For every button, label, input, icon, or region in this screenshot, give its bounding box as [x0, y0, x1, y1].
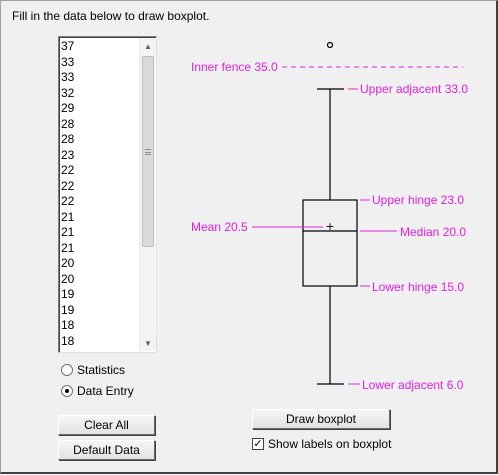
- grip-icon: [145, 148, 151, 155]
- list-item[interactable]: 19: [61, 287, 75, 301]
- list-item[interactable]: 22: [61, 163, 75, 177]
- show-labels-label: Show labels on boxplot: [268, 437, 392, 451]
- scroll-up-arrow-icon[interactable]: ▲: [140, 38, 156, 54]
- draw-boxplot-button[interactable]: Draw boxplot: [252, 409, 390, 429]
- upper-hinge-label: Upper hinge 23.0: [372, 193, 464, 207]
- radio-statistics-icon[interactable]: [61, 364, 73, 376]
- radio-data-entry-label: Data Entry: [77, 384, 134, 398]
- list-item[interactable]: 28: [61, 132, 75, 146]
- list-item[interactable]: 22: [61, 178, 75, 193]
- scroll-thumb[interactable]: [142, 56, 154, 247]
- data-list-items: 37 33 33 32 29 28 28 23 22 22 22 21 21 21 20 20 19 19 18 18: [61, 39, 139, 349]
- lower-adjacent-label: Lower adjacent 6.0: [362, 378, 464, 392]
- mean-label: Mean 20.5: [191, 220, 248, 234]
- list-item[interactable]: 23: [61, 147, 75, 162]
- list-item[interactable]: 32: [61, 85, 75, 100]
- lower-hinge-label: Lower hinge 15.0: [372, 280, 464, 294]
- list-item[interactable]: 21: [61, 209, 75, 224]
- default-data-button[interactable]: Default Data: [58, 440, 155, 460]
- list-item[interactable]: 37: [61, 39, 75, 53]
- list-item[interactable]: 28: [61, 116, 75, 131]
- list-item[interactable]: 29: [61, 101, 75, 115]
- list-item[interactable]: 33: [61, 54, 75, 69]
- list-scrollbar[interactable]: ▲ ▼: [139, 38, 156, 351]
- mean-marker: +: [325, 220, 334, 233]
- inner-fence-label: Inner fence 35.0: [191, 60, 278, 74]
- show-labels-checkbox-row[interactable]: ✓ Show labels on boxplot: [252, 437, 391, 451]
- list-item[interactable]: 20: [61, 256, 75, 270]
- list-item[interactable]: 21: [61, 225, 75, 239]
- list-item[interactable]: 21: [61, 240, 75, 255]
- radio-data-entry[interactable]: Data Entry: [61, 384, 134, 398]
- show-labels-checkbox[interactable]: ✓: [252, 438, 264, 450]
- clear-all-button[interactable]: Clear All: [58, 415, 155, 435]
- list-item[interactable]: 19: [61, 302, 75, 317]
- scroll-down-arrow-icon[interactable]: ▼: [140, 335, 156, 351]
- outlier-marker: [326, 41, 334, 49]
- radio-statistics-label: Statistics: [77, 363, 126, 377]
- radio-data-entry-icon[interactable]: [61, 385, 73, 397]
- upper-adjacent-label: Upper adjacent 33.0: [360, 82, 468, 96]
- list-item[interactable]: 33: [61, 70, 75, 84]
- median-label: Median 20.0: [400, 225, 466, 239]
- list-item[interactable]: 18: [61, 318, 75, 332]
- instructions-text: Fill in the data below to draw boxplot.: [12, 9, 210, 23]
- list-item[interactable]: 20: [61, 271, 75, 286]
- list-item[interactable]: 22: [61, 194, 75, 208]
- data-listbox[interactable]: 37 33 33 32 29 28 28 23 22 22 22 21 21 21 20 20 19 19 18 18…: [58, 36, 157, 353]
- list-item[interactable]: 18: [61, 333, 75, 348]
- radio-statistics[interactable]: Statistics: [61, 363, 125, 377]
- box-iqr: [302, 199, 358, 287]
